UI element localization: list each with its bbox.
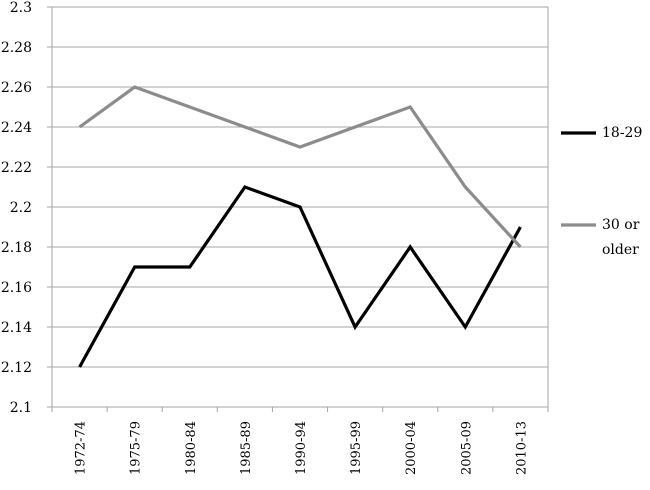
- y-tick-label: 2.12: [1, 360, 32, 376]
- legend-label: older: [602, 242, 639, 258]
- x-tick-label: 1975-79: [129, 421, 144, 475]
- x-tick-label: 1985-89: [239, 421, 254, 475]
- legend-label: 30 or: [602, 217, 640, 233]
- series-line-0: [78, 185, 522, 368]
- y-tick-label: 2.2: [10, 200, 32, 216]
- x-tick-label: 2010-13: [514, 421, 529, 475]
- legend-label: 18-29: [602, 125, 642, 141]
- y-tick-label: 2.22: [1, 160, 32, 176]
- x-tick-label: 2000-04: [404, 421, 419, 475]
- x-tick-label: 1980-84: [184, 421, 199, 475]
- x-axis-ticks: 1972-74 1975-79 1980-84 1985-89 1990-94 1995-…: [74, 421, 530, 475]
- series-lines: [78, 85, 522, 368]
- y-tick-label: 2.3: [10, 0, 32, 16]
- x-tick-label: 1995-99: [349, 421, 364, 475]
- x-tick-label: 1990-94: [294, 421, 309, 475]
- y-axis-ticks: 2.1 2.12 2.14 2.16 2.18 2.2 2.22 2.24 2.26 2.28 2.…: [1, 0, 32, 416]
- legend: 18-29 30 or older: [561, 125, 642, 258]
- x-tick-label: 2005-09: [459, 421, 474, 475]
- y-tick-label: 2.28: [1, 40, 32, 56]
- y-tick-label: 2.14: [1, 320, 32, 336]
- y-tick-label: 2.26: [1, 80, 32, 96]
- x-tick-label: 1972-74: [74, 421, 89, 475]
- y-tick-label: 2.18: [1, 240, 32, 256]
- y-tick-label: 2.1: [10, 400, 32, 416]
- y-tick-label: 2.16: [1, 280, 32, 296]
- y-tick-label: 2.24: [1, 120, 32, 136]
- axes: [47, 6, 549, 412]
